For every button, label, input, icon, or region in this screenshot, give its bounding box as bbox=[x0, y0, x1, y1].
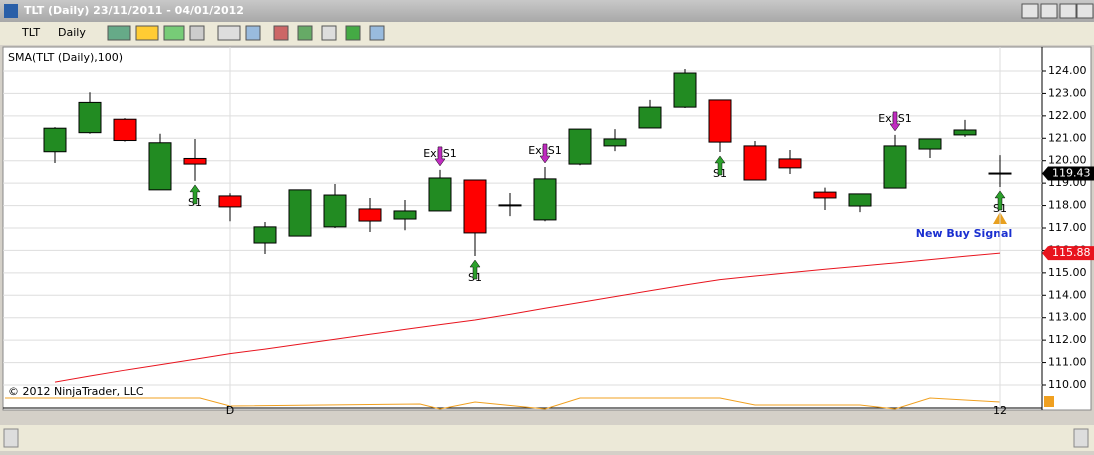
btn-close[interactable] bbox=[1076, 3, 1094, 19]
scrollbar[interactable] bbox=[0, 425, 1094, 451]
app-icon bbox=[4, 4, 18, 18]
candle-body bbox=[428, 177, 452, 212]
y-tick-label: 123.00 bbox=[1048, 86, 1087, 99]
candle-body bbox=[393, 210, 417, 220]
y-tick-label: 112.00 bbox=[1048, 333, 1087, 346]
price-tag-label: 119.43 bbox=[1052, 166, 1091, 179]
exit-arrow bbox=[889, 111, 901, 132]
toolbar-icons[interactable] bbox=[107, 25, 385, 41]
candle-body bbox=[638, 106, 662, 129]
scroll-right[interactable] bbox=[1073, 428, 1089, 448]
price-tag bbox=[1042, 246, 1094, 261]
buy-arrow bbox=[469, 259, 481, 280]
candle-body bbox=[603, 138, 627, 147]
candle-body bbox=[673, 72, 697, 108]
candle-body bbox=[743, 145, 767, 181]
candle-body bbox=[883, 145, 907, 189]
exit-arrow bbox=[539, 143, 551, 164]
candle-body bbox=[813, 191, 837, 199]
y-tick-label: 118.00 bbox=[1048, 199, 1087, 212]
candle-body bbox=[498, 204, 522, 207]
buy-arrow bbox=[714, 155, 726, 176]
candle-body bbox=[463, 179, 487, 234]
title-bar bbox=[0, 0, 1094, 22]
indicator-line bbox=[5, 397, 1001, 410]
copyright: © 2012 NinjaTrader, LLC bbox=[8, 385, 144, 398]
y-tick-label: 122.00 bbox=[1048, 109, 1087, 122]
price-tag bbox=[1042, 166, 1094, 181]
btn-restore[interactable] bbox=[1021, 3, 1039, 19]
candle-body bbox=[568, 128, 592, 165]
price-tag-label: 115.88 bbox=[1052, 246, 1091, 259]
y-tick-label: 124.00 bbox=[1048, 64, 1087, 77]
candle-body bbox=[78, 101, 102, 134]
btn-min[interactable] bbox=[1040, 3, 1058, 19]
exit-arrow bbox=[434, 146, 446, 167]
x-tick-label: 12 bbox=[993, 404, 1007, 417]
btn-max[interactable] bbox=[1059, 3, 1077, 19]
candle-body bbox=[533, 178, 557, 221]
buy-arrow bbox=[994, 190, 1006, 211]
chart-panel bbox=[2, 46, 1092, 411]
sma-line bbox=[54, 252, 1001, 383]
annotation: New Buy Signal bbox=[916, 227, 1012, 240]
candle-body bbox=[218, 195, 242, 208]
candle-body bbox=[253, 226, 277, 244]
y-tick-label: 113.00 bbox=[1048, 311, 1087, 324]
period-select[interactable]: Daily bbox=[58, 26, 86, 39]
candle-body bbox=[323, 194, 347, 228]
y-tick-label: 121.00 bbox=[1048, 131, 1087, 144]
indicator-tag bbox=[1044, 396, 1054, 407]
candle-body bbox=[953, 129, 977, 136]
candle-body bbox=[358, 208, 382, 222]
buy-arrow bbox=[189, 184, 201, 205]
candle-body bbox=[113, 118, 137, 142]
candle-body bbox=[183, 157, 207, 165]
candle-body bbox=[288, 189, 312, 237]
y-tick-label: 120.00 bbox=[1048, 154, 1087, 167]
y-tick-label: 110.00 bbox=[1048, 378, 1087, 391]
candle-body bbox=[848, 193, 872, 207]
y-tick-label: 117.00 bbox=[1048, 221, 1087, 234]
instrument-select[interactable]: TLT bbox=[21, 26, 40, 39]
y-tick-label: 115.00 bbox=[1048, 266, 1087, 279]
y-tick-label: 111.00 bbox=[1048, 356, 1087, 369]
candle-body bbox=[148, 142, 172, 191]
candle-body bbox=[43, 127, 67, 153]
candle-body bbox=[708, 99, 732, 143]
y-tick-label: 114.00 bbox=[1048, 288, 1087, 301]
scroll-left[interactable] bbox=[3, 428, 19, 448]
candle-body bbox=[918, 138, 942, 150]
x-tick-label: D bbox=[226, 404, 234, 417]
window-title: TLT (Daily) 23/11/2011 - 04/01/2012 bbox=[24, 4, 244, 17]
indicator-label: SMA(TLT (Daily),100) bbox=[8, 51, 123, 64]
candle-body bbox=[778, 158, 802, 169]
